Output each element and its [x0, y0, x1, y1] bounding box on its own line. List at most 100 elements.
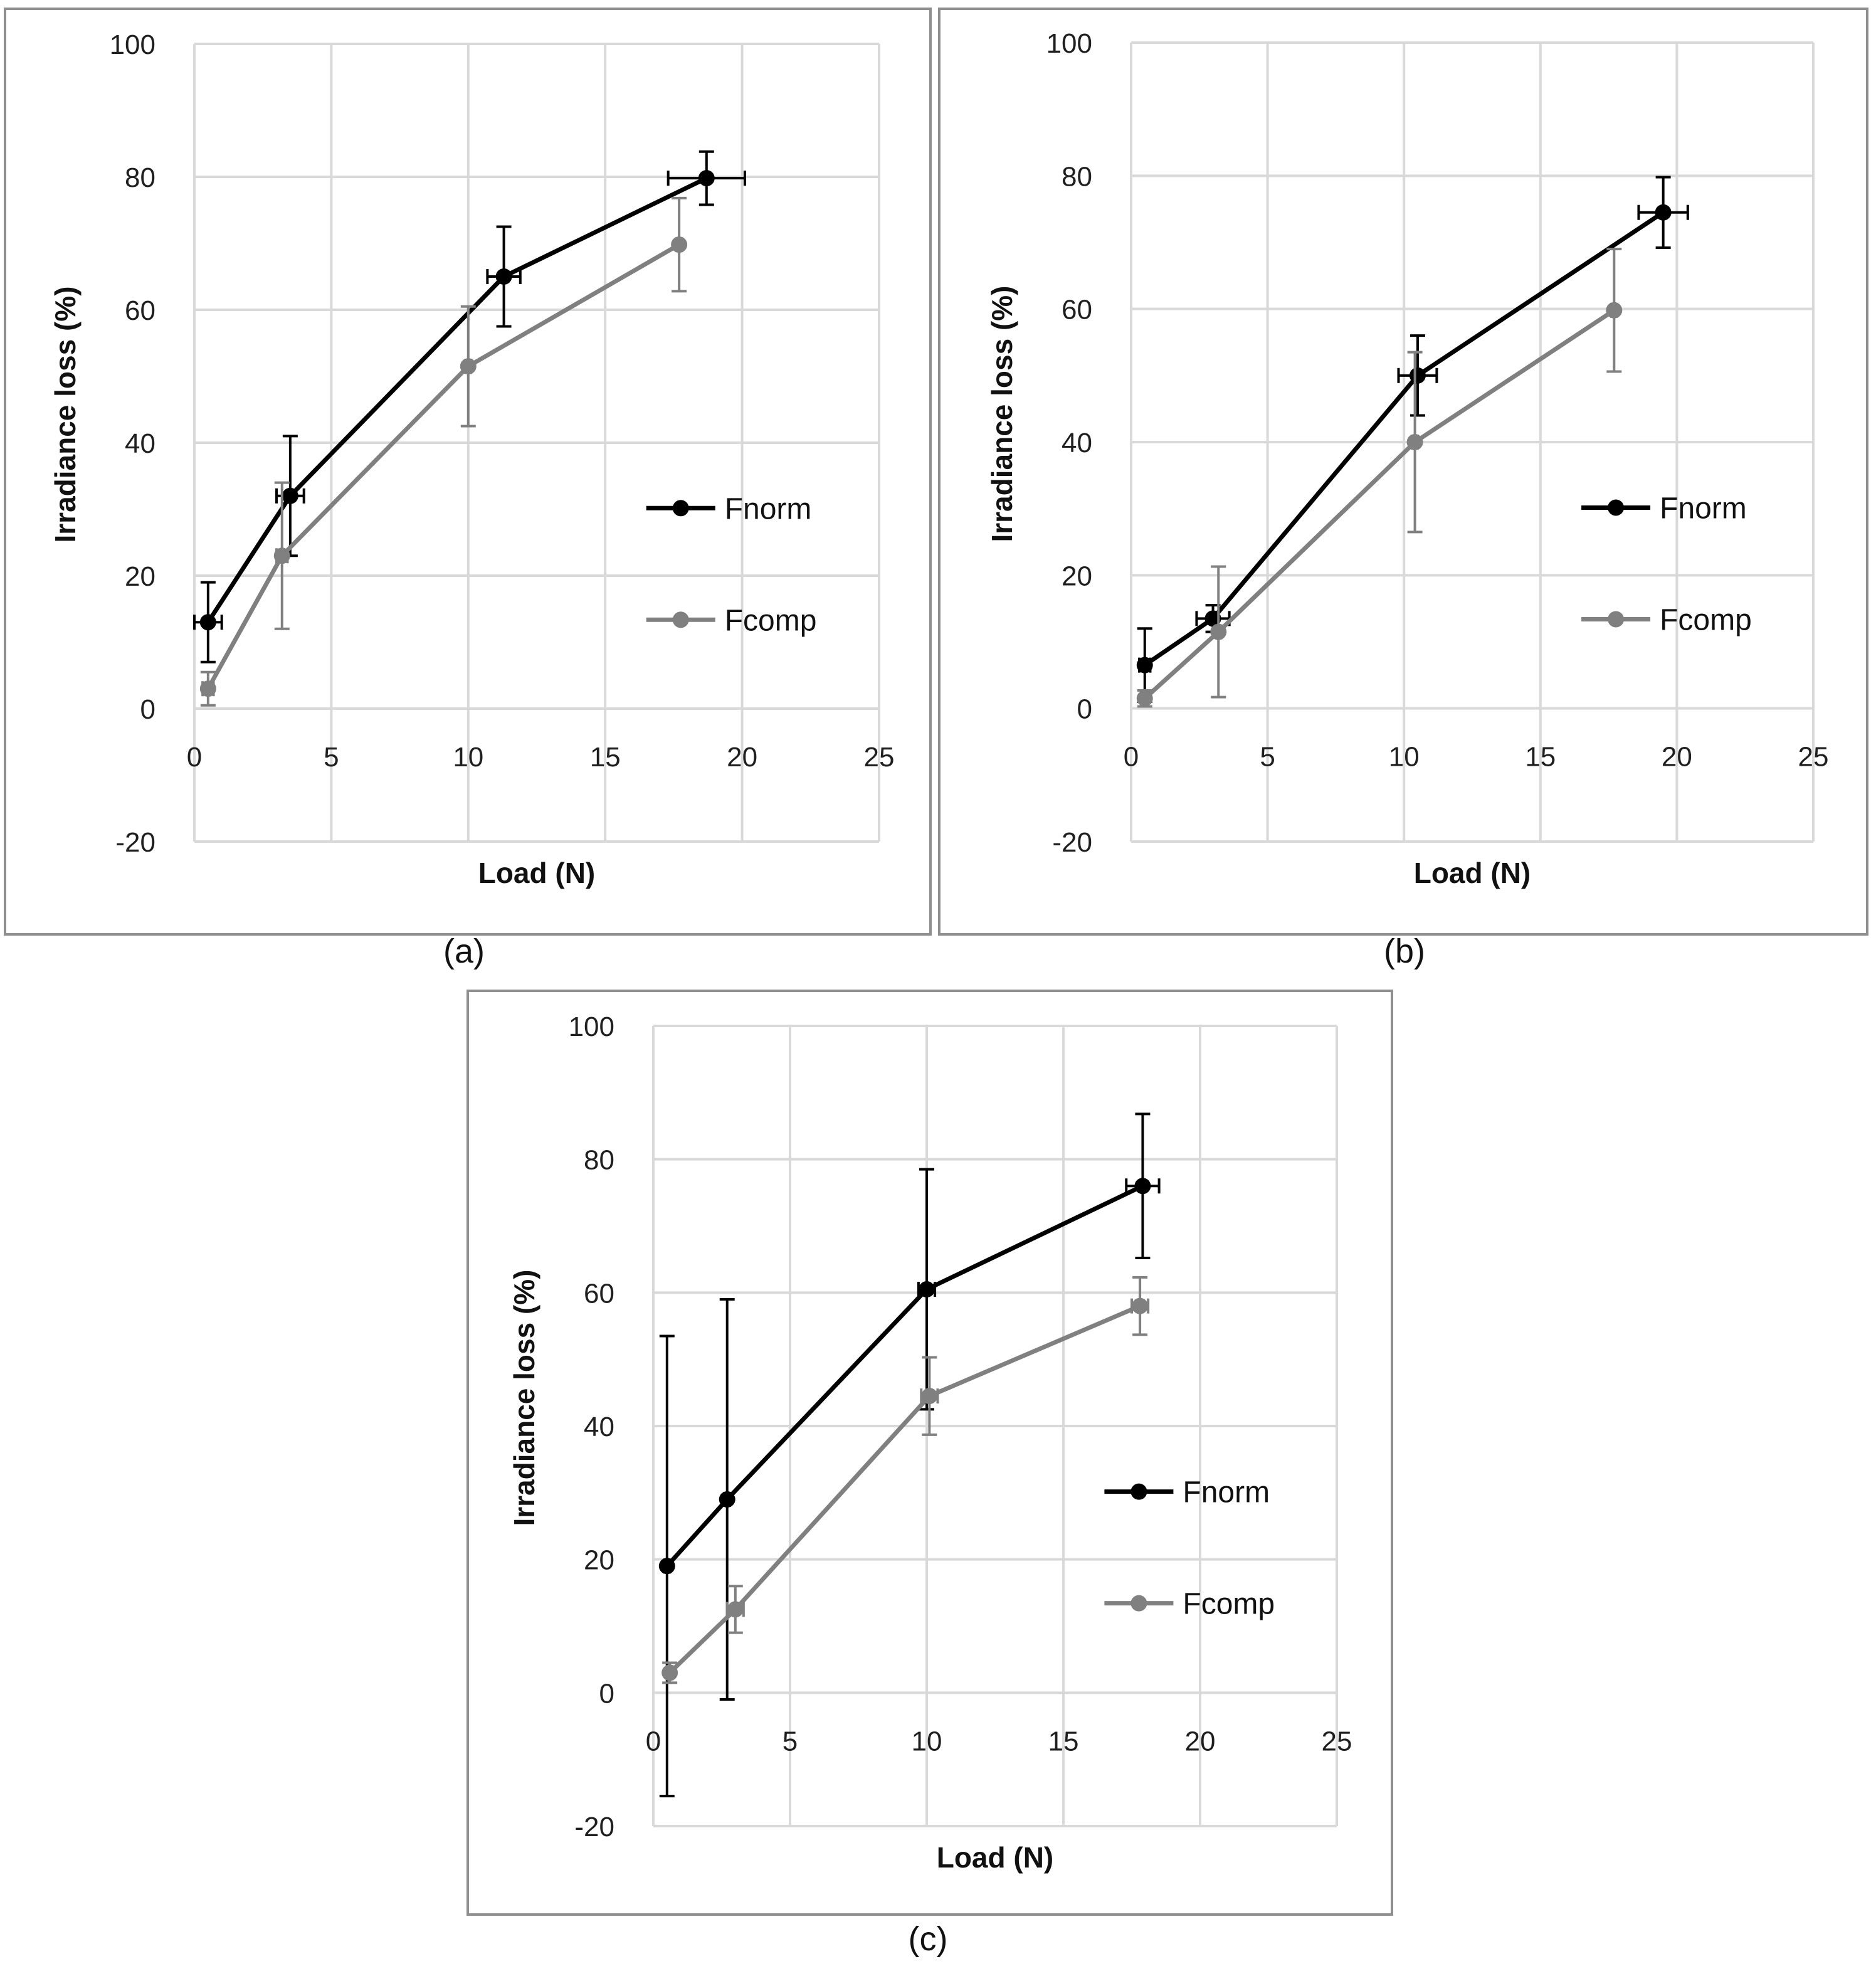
data-point: [1406, 434, 1423, 450]
legend-marker: [1608, 499, 1625, 516]
chart-panel-a: -20 0 20 40 60 80 100 0 5 10 15 20 25 Load (N) Irradia…: [4, 8, 932, 970]
legend-entry-fcomp: Fcomp: [1581, 603, 1752, 637]
legend-entry-fcomp: Fcomp: [646, 604, 817, 637]
data-point: [199, 614, 216, 631]
x-tick-label: 0: [187, 742, 202, 773]
y-tick-label: 40: [1062, 428, 1092, 458]
x-tick-label: 5: [324, 742, 339, 773]
y-tick-label: 60: [1062, 295, 1092, 325]
x-axis-title: Load (N): [1414, 857, 1531, 889]
y-tick-label: 0: [140, 694, 155, 725]
data-point: [460, 358, 477, 375]
legend-label: Fcomp: [1660, 603, 1752, 637]
panel-caption: (b): [1384, 932, 1425, 970]
series-fnorm: [1136, 176, 1689, 704]
x-tick-label: 25: [1322, 1726, 1352, 1756]
data-point: [273, 547, 290, 564]
x-tick-label: 20: [1185, 1726, 1216, 1756]
x-tick-label: 0: [646, 1726, 661, 1756]
y-tick-label: 80: [1062, 161, 1092, 192]
data-point: [727, 1601, 744, 1618]
data-point: [1655, 204, 1672, 221]
series-fnorm: [658, 1112, 1161, 1798]
y-tick-label: -20: [115, 827, 155, 858]
x-tick-label: 25: [1798, 742, 1829, 773]
legend-entry-fcomp: Fcomp: [1104, 1588, 1275, 1621]
data-point: [661, 1664, 678, 1681]
y-tick-label: 60: [584, 1278, 614, 1309]
chart-panel-b: -20 0 20 40 60 80 100 0 5 10 15 20 25 Load (N) Irradia…: [938, 8, 1868, 970]
x-tick-label: 15: [590, 742, 621, 773]
panel-frame: [466, 990, 1393, 1916]
y-tick-label: 100: [1046, 28, 1092, 59]
data-point: [658, 1558, 675, 1575]
x-tick-label: 10: [1389, 742, 1420, 773]
data-point: [282, 487, 298, 504]
series-fcomp: [1136, 248, 1623, 708]
data-point: [1204, 610, 1221, 627]
y-axis-title: Irradiance loss (%): [986, 285, 1018, 542]
y-tick-label: 100: [110, 29, 155, 60]
legend-marker: [1130, 1595, 1147, 1612]
legend-label: Fcomp: [725, 604, 817, 637]
y-tick-label: 80: [584, 1145, 614, 1176]
data-point: [719, 1491, 735, 1508]
series-line: [665, 1184, 1144, 1568]
data-point: [1606, 302, 1623, 319]
legend-marker: [1130, 1483, 1147, 1500]
x-axis-title: Load (N): [478, 857, 596, 889]
legend-marker: [1608, 611, 1625, 628]
x-tick-label: 25: [864, 742, 895, 773]
y-tick-label: 80: [125, 162, 155, 193]
series-line: [1143, 308, 1616, 700]
series-line: [206, 176, 708, 624]
y-tick-label: 40: [584, 1412, 614, 1442]
series-line: [668, 1304, 1141, 1674]
x-tick-label: 20: [727, 742, 757, 773]
legend-entry-fnorm: Fnorm: [1581, 492, 1747, 525]
chart-panel-c: -20 0 20 40 60 80 100 0 5 10 15 20 25 Load (N) Irradia…: [466, 990, 1393, 1958]
data-point: [919, 1281, 935, 1298]
legend-entry-fnorm: Fnorm: [646, 492, 812, 526]
x-tick-label: 5: [783, 1726, 798, 1756]
y-tick-label: 100: [569, 1012, 614, 1042]
y-tick-label: 0: [1077, 694, 1092, 725]
data-point: [1409, 367, 1426, 384]
y-tick-label: -20: [1052, 827, 1092, 858]
y-tick-label: 60: [125, 295, 155, 326]
y-axis-title: Irradiance loss (%): [49, 286, 82, 542]
data-point: [1136, 657, 1153, 674]
legend-label: Fnorm: [1660, 492, 1747, 525]
x-tick-label: 10: [912, 1726, 942, 1756]
x-axis-title: Load (N): [937, 1841, 1054, 1874]
y-tick-label: 20: [1062, 561, 1092, 591]
x-tick-label: 20: [1662, 742, 1692, 773]
series-line: [206, 243, 680, 690]
y-tick-label: -20: [574, 1812, 614, 1842]
legend-label: Fnorm: [725, 492, 812, 526]
x-tick-label: 0: [1124, 742, 1139, 773]
legend-marker: [672, 611, 689, 628]
panel-caption: (c): [909, 1920, 948, 1958]
x-tick-label: 15: [1048, 1726, 1079, 1756]
series-fcomp: [661, 1276, 1150, 1684]
x-tick-label: 5: [1260, 742, 1275, 773]
series-fnorm: [193, 150, 746, 663]
x-tick-label: 15: [1525, 742, 1556, 773]
data-point: [1210, 623, 1227, 640]
y-axis-title: Irradiance loss (%): [508, 1269, 540, 1526]
legend-entry-fnorm: Fnorm: [1104, 1476, 1270, 1509]
y-tick-label: 20: [125, 561, 155, 592]
legend-label: Fcomp: [1183, 1588, 1275, 1621]
y-tick-label: 20: [584, 1545, 614, 1576]
y-tick-label: 40: [125, 428, 155, 459]
data-point: [698, 170, 715, 187]
y-tick-label: 0: [599, 1678, 614, 1709]
panel-caption: (a): [443, 932, 485, 970]
data-point: [671, 236, 688, 253]
data-point: [1132, 1297, 1149, 1314]
series-fcomp: [199, 196, 688, 707]
data-point: [495, 268, 512, 285]
legend-label: Fnorm: [1183, 1476, 1270, 1509]
